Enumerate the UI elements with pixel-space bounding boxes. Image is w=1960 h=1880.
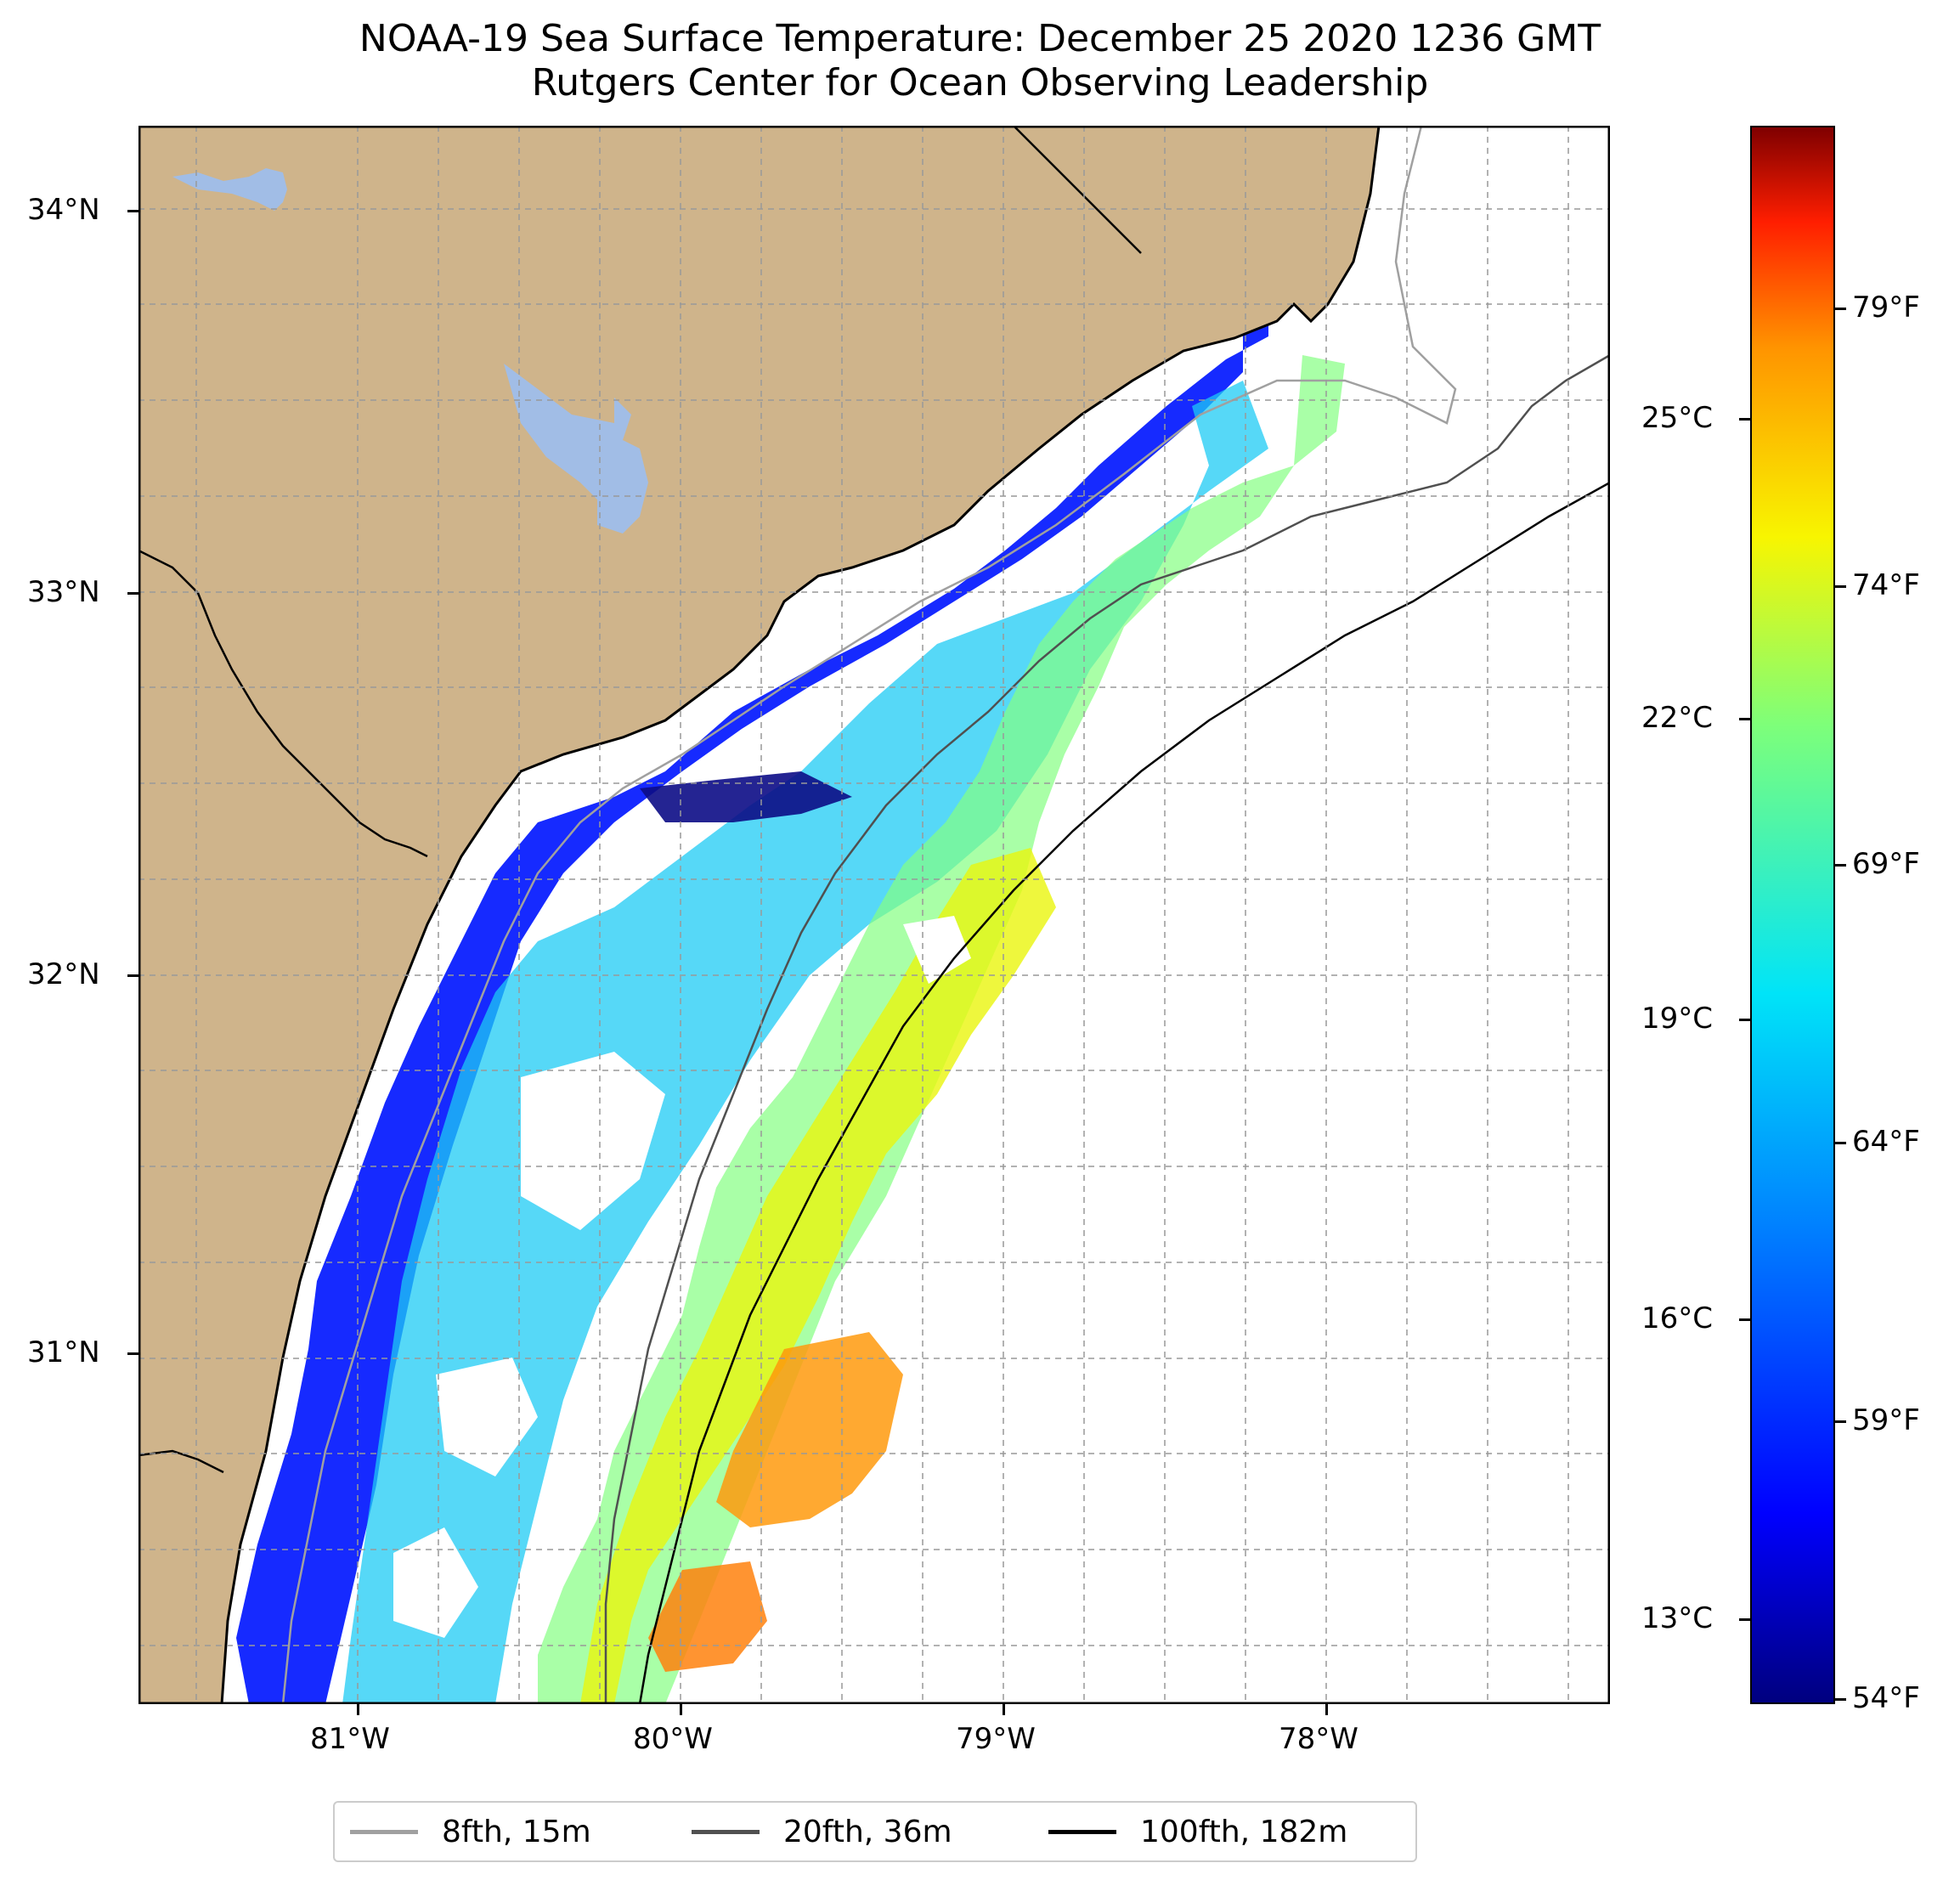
sst-warm-orange-south [648,1561,767,1672]
cbar-c-13: 13°C [1641,1601,1714,1635]
lake-north [172,168,287,211]
legend-item-100fth: 100fth, 182m [1048,1803,1347,1860]
lon-label-80w: 80°W [633,1722,713,1756]
title-line-1: NOAA-19 Sea Surface Temperature: Decembe… [359,17,1601,60]
lon-tick-79w [1003,1704,1005,1715]
chart-title: NOAA-19 Sea Surface Temperature: Decembe… [0,17,1960,105]
cbar-f-59: 59°F [1852,1403,1920,1437]
cbar-f-74: 74°F [1852,568,1920,602]
legend-swatch-20fth [692,1829,760,1834]
legend-item-20fth: 20fth, 36m [692,1803,952,1860]
lake-marion [504,364,648,534]
lon-tick-80w [680,1704,682,1715]
sst-nearshore-cold [236,268,1268,1704]
cbar-c-19: 19°C [1641,1002,1714,1036]
cbar-f-tick-79 [1835,308,1846,310]
cbar-c-16: 16°C [1641,1301,1714,1335]
title-line-2: Rutgers Center for Ocean Observing Leade… [531,61,1429,104]
cbar-f-tick-59 [1835,1420,1846,1423]
sst-gap-3 [393,1527,478,1638]
legend-swatch-100fth [1048,1829,1116,1834]
lon-tick-81w [357,1704,359,1715]
lat-label-32n: 32°N [27,957,100,991]
sst-map[interactable] [138,126,1610,1704]
lon-label-79w: 79°W [956,1722,1036,1756]
state-border-nc [1013,126,1142,254]
isobath-legend: 8fth, 15m 20fth, 36m 100fth, 182m [333,1801,1417,1862]
lat-label-34n: 34°N [27,193,100,227]
sst-gap-5 [903,916,971,984]
lat-tick-32n [127,974,138,977]
map-grid [138,126,1610,1704]
lat-tick-33n [127,592,138,595]
cbar-f-79: 79°F [1852,291,1920,325]
cbar-f-tick-69 [1835,864,1846,867]
cbar-c-tick-25 [1739,418,1750,421]
lon-label-81w: 81°W [310,1722,390,1756]
sst-cold-strip [640,771,852,822]
land-mass [138,126,1381,1704]
cbar-c-tick-13 [1739,1618,1750,1621]
cbar-f-64: 64°F [1852,1125,1920,1159]
legend-label-20fth: 20fth, 36m [783,1814,952,1849]
colorbar [1750,126,1835,1704]
cbar-f-tick-74 [1835,585,1846,588]
sst-gap-4 [1124,797,1217,890]
sst-gap-2 [436,1358,538,1476]
cbar-c-tick-16 [1739,1318,1750,1321]
cbar-f-tick-64 [1835,1142,1846,1144]
legend-item-8fth: 8fth, 15m [350,1803,591,1860]
isobath-20fth [604,353,1610,1704]
lon-tick-78w [1325,1704,1328,1715]
legend-label-8fth: 8fth, 15m [442,1814,591,1849]
cbar-f-69: 69°F [1852,847,1920,881]
isobath-100fth [638,481,1610,1704]
lon-label-78w: 78°W [1279,1722,1358,1756]
cbar-f-54: 54°F [1852,1681,1920,1715]
cbar-c-tick-19 [1739,1019,1750,1021]
sst-gap-1 [521,1052,665,1230]
lat-label-31n: 31°N [27,1335,100,1369]
lat-tick-31n [127,1352,138,1355]
cbar-c-25: 25°C [1641,401,1714,435]
state-border [138,549,428,858]
cbar-f-tick-54 [1835,1698,1846,1701]
lat-label-33n: 33°N [27,575,100,609]
sst-warm-orange [716,1332,903,1527]
map-border [138,126,1610,1704]
lat-tick-34n [127,210,138,212]
cbar-c-tick-22 [1739,718,1750,720]
legend-swatch-8fth [350,1829,418,1834]
cbar-c-22: 22°C [1641,701,1714,735]
sst-coverage [236,268,1345,1704]
sst-yellow-patch [580,848,1056,1704]
isobath-8fth [281,126,1457,1704]
legend-label-100fth: 100fth, 182m [1140,1814,1348,1849]
